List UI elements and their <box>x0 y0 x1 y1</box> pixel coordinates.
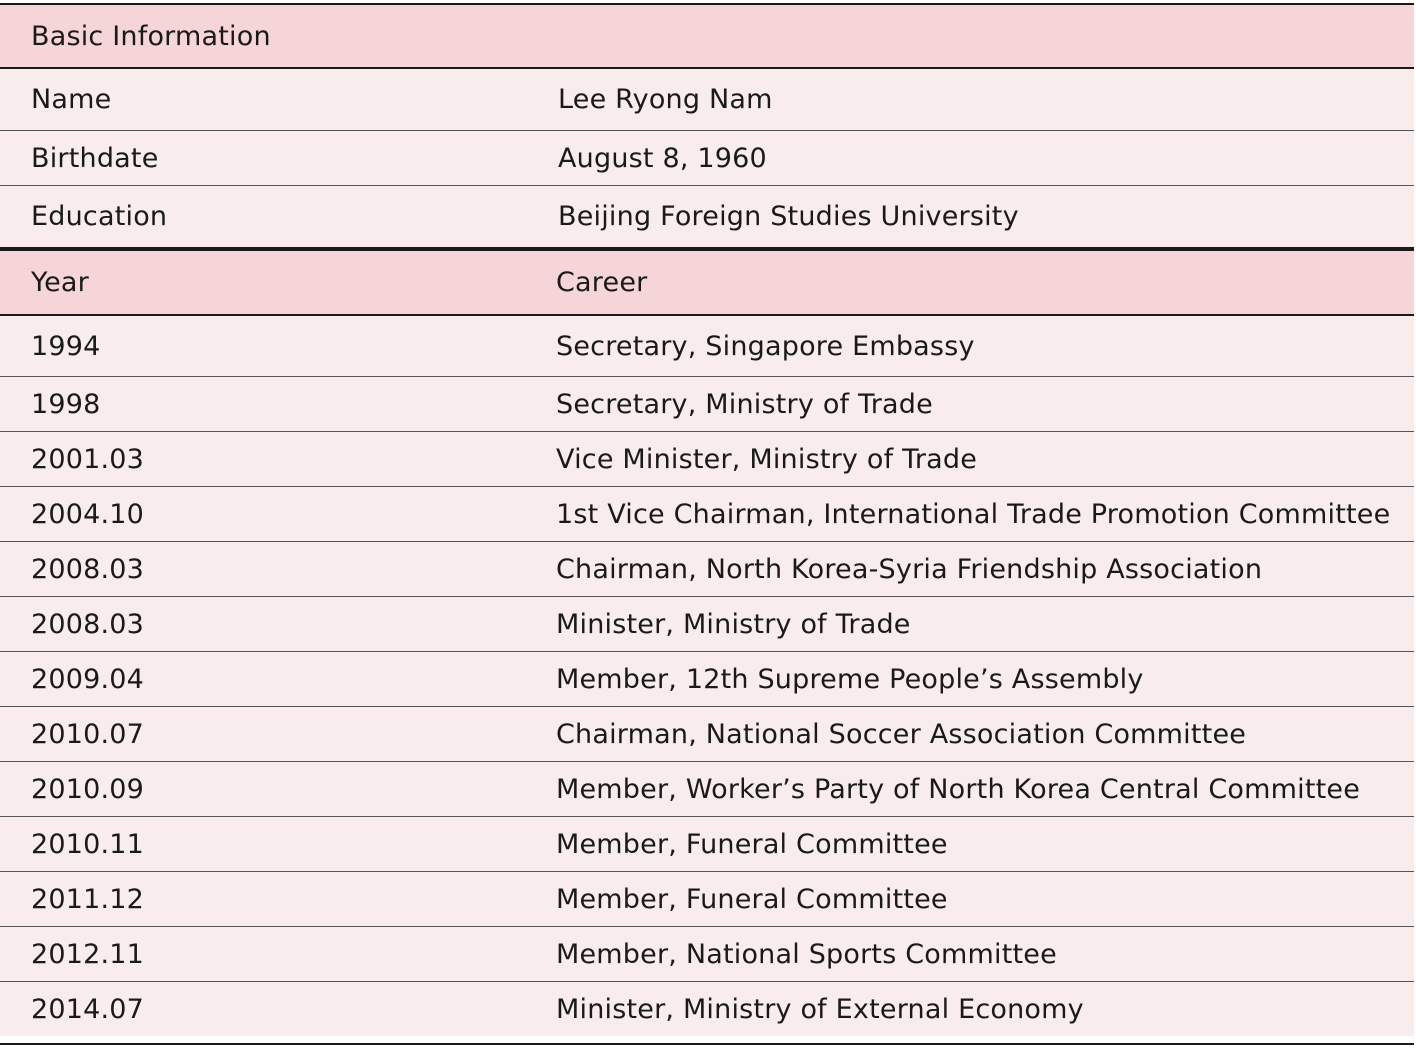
row-divider <box>0 761 1414 762</box>
career-row: 1998 Secretary, Ministry of Trade <box>0 377 1414 431</box>
bottom-rule <box>0 1043 1414 1045</box>
row-divider <box>0 541 1414 542</box>
career-description: Member, Funeral Committee <box>556 828 948 860</box>
basic-row-birthdate: Birthdate August 8, 1960 <box>0 131 1414 185</box>
row-divider <box>0 926 1414 927</box>
basic-info-title: Basic Information <box>31 20 271 52</box>
career-year: 1998 <box>31 388 101 420</box>
header-rule <box>0 314 1414 316</box>
header-rule <box>0 67 1414 69</box>
career-description: 1st Vice Chairman, International Trade P… <box>556 498 1391 530</box>
career-row: 2001.03 Vice Minister, Ministry of Trade <box>0 432 1414 486</box>
career-year: 2009.04 <box>31 663 145 695</box>
career-header: Year Career <box>0 251 1414 314</box>
career-year: 2010.11 <box>31 828 145 860</box>
career-description: Secretary, Singapore Embassy <box>556 330 975 362</box>
career-year: 2010.07 <box>31 718 145 750</box>
basic-value: Beijing Foreign Studies University <box>558 201 1019 232</box>
top-rule <box>0 3 1414 5</box>
row-divider <box>0 431 1414 432</box>
row-divider <box>0 130 1414 131</box>
career-row: 2011.12 Member, Funeral Committee <box>0 872 1414 926</box>
career-row: 2004.10 1st Vice Chairman, International … <box>0 487 1414 541</box>
basic-info-header: Basic Information <box>0 5 1414 67</box>
career-description: Member, National Sports Committee <box>556 938 1057 970</box>
career-description: Chairman, National Soccer Association Co… <box>556 718 1247 750</box>
career-year: 1994 <box>31 330 101 362</box>
basic-value: August 8, 1960 <box>558 142 767 174</box>
career-year: 2004.10 <box>31 498 145 530</box>
row-divider <box>0 596 1414 597</box>
career-description: Secretary, Ministry of Trade <box>556 388 933 420</box>
career-year: 2008.03 <box>31 553 145 585</box>
row-divider <box>0 486 1414 487</box>
row-divider <box>0 981 1414 982</box>
career-description: Member, 12th Supreme People’s Assembly <box>556 663 1144 695</box>
row-divider <box>0 651 1414 652</box>
basic-value: Lee Ryong Nam <box>558 84 773 115</box>
career-row: 2010.09 Member, Worker’s Party of North K… <box>0 762 1414 816</box>
career-description: Minister, Ministry of Trade <box>556 608 911 640</box>
career-column-header: Career <box>556 267 648 298</box>
career-year: 2010.09 <box>31 773 145 805</box>
basic-row-name: Name Lee Ryong Nam <box>0 69 1414 130</box>
career-row: 1994 Secretary, Singapore Embassy <box>0 316 1414 376</box>
career-year: 2008.03 <box>31 608 145 640</box>
basic-label: Birthdate <box>31 142 159 174</box>
career-row: 2014.07 Minister, Ministry of External Ec… <box>0 982 1414 1036</box>
career-row: 2010.07 Chairman, National Soccer Associa… <box>0 707 1414 761</box>
year-column-header: Year <box>31 267 89 298</box>
career-year: 2001.03 <box>31 443 145 475</box>
row-divider <box>0 871 1414 872</box>
row-divider <box>0 706 1414 707</box>
career-row: 2008.03 Chairman, North Korea-Syria Frien… <box>0 542 1414 596</box>
career-description: Minister, Ministry of External Economy <box>556 993 1084 1025</box>
career-description: Member, Worker’s Party of North Korea Ce… <box>556 773 1361 805</box>
row-divider <box>0 816 1414 817</box>
career-year: 2011.12 <box>31 883 145 915</box>
career-row: 2008.03 Minister, Ministry of Trade <box>0 597 1414 651</box>
row-divider <box>0 376 1414 377</box>
career-year: 2012.11 <box>31 938 145 970</box>
career-description: Member, Funeral Committee <box>556 883 948 915</box>
career-year: 2014.07 <box>31 993 145 1025</box>
career-description: Vice Minister, Ministry of Trade <box>556 443 978 475</box>
career-row: 2012.11 Member, National Sports Committee <box>0 927 1414 981</box>
career-row: 2010.11 Member, Funeral Committee <box>0 817 1414 871</box>
basic-row-education: Education Beijing Foreign Studies Univer… <box>0 186 1414 247</box>
section-rule <box>0 247 1414 251</box>
career-row: 2009.04 Member, 12th Supreme People’s Ass… <box>0 652 1414 706</box>
basic-label: Name <box>31 84 112 115</box>
career-description: Chairman, North Korea-Syria Friendship A… <box>556 553 1263 585</box>
basic-label: Education <box>31 201 168 232</box>
row-divider <box>0 185 1414 186</box>
